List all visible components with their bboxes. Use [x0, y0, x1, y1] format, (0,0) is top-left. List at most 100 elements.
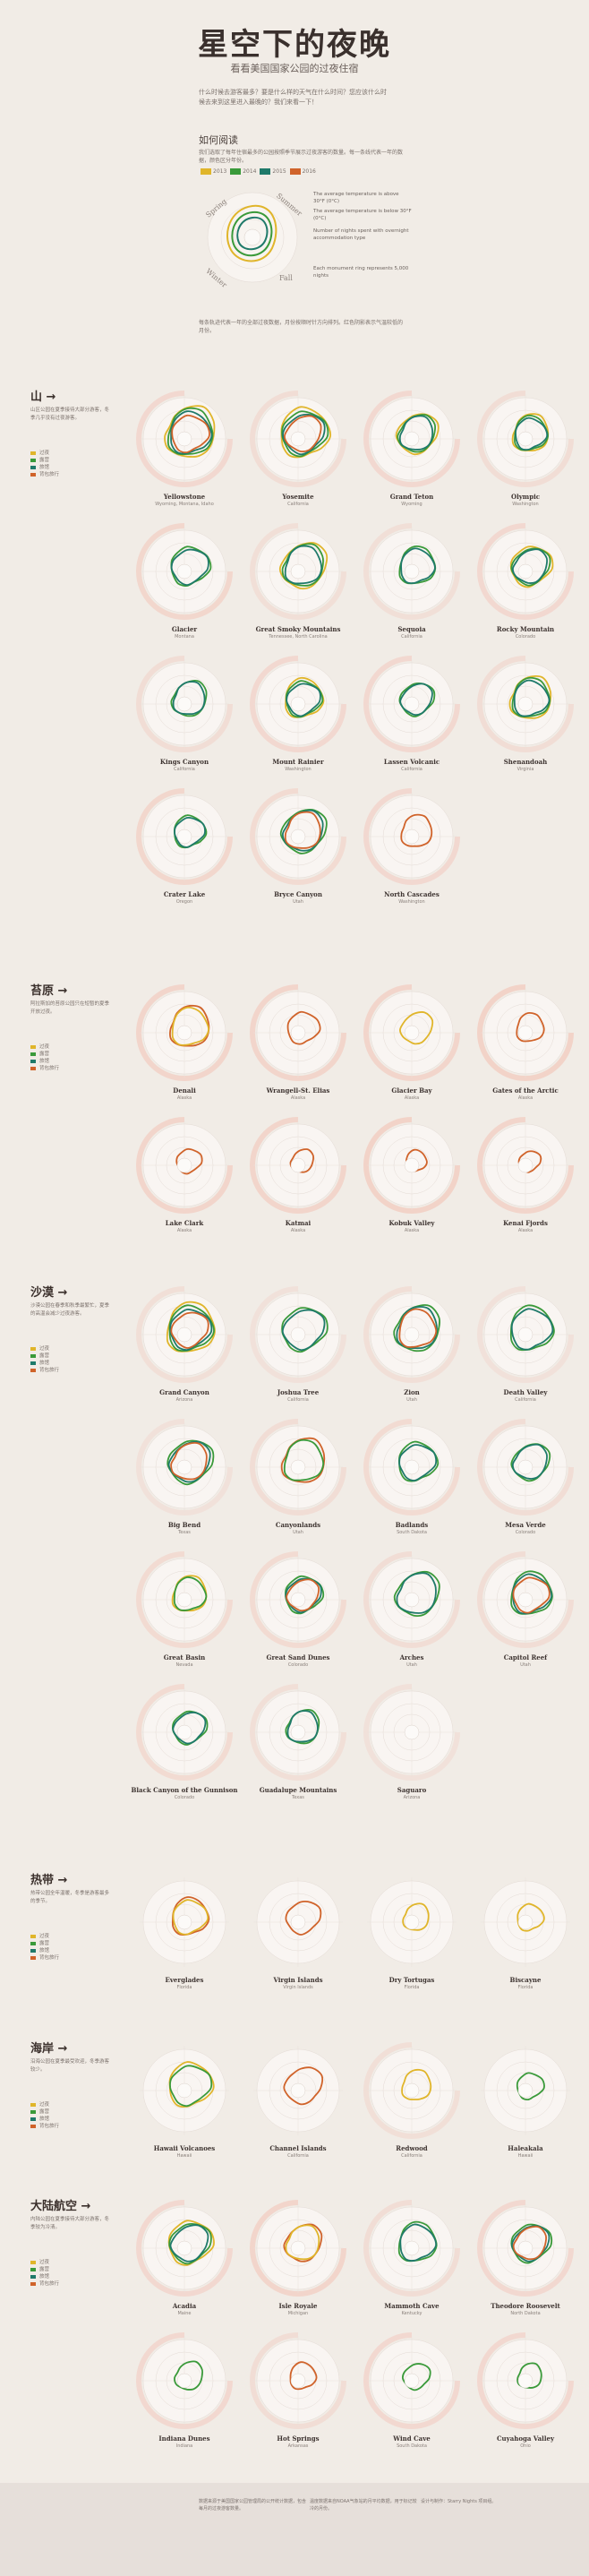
park-chart[interactable]: Canyonlands Utah — [241, 1415, 355, 1548]
park-chart[interactable]: Yellowstone Wyoming, Montana, Idaho — [127, 387, 242, 519]
park-radial-chart — [136, 788, 233, 885]
park-chart[interactable]: Mammoth Cave Kentucky — [354, 2196, 469, 2329]
park-chart[interactable]: Denali Alaska — [127, 981, 242, 1113]
park-chart[interactable]: Great Smoky Mountains Tennessee, North Ca… — [241, 519, 355, 652]
park-name: Haleakala — [508, 2144, 543, 2152]
park-name: Kobuk Valley — [388, 1219, 435, 1227]
park-chart[interactable]: Glacier Bay Alaska — [354, 981, 469, 1113]
park-name: Kings Canyon — [159, 758, 209, 766]
park-chart[interactable]: Zion Utah — [354, 1283, 469, 1415]
section-heading[interactable]: 海岸 → — [30, 2042, 68, 2056]
park-radial-chart — [477, 1286, 574, 1383]
park-chart[interactable]: Joshua Tree California — [241, 1283, 355, 1415]
legend-chip-2013 — [201, 168, 211, 175]
park-chart[interactable]: Glacier Montana — [127, 519, 242, 652]
park-chart[interactable]: Hawaii Volcanoes Hawaii — [127, 2039, 242, 2171]
park-chart[interactable]: Lassen Volcanic California — [354, 652, 469, 785]
park-chart[interactable]: Great Sand Dunes Colorado — [241, 1548, 355, 1680]
park-chart[interactable]: Kobuk Valley Alaska — [354, 1113, 469, 1246]
park-chart[interactable]: Black Canyon of the Gunnison Colorado — [127, 1680, 242, 1813]
park-chart[interactable]: Kenai Fjords Alaska — [468, 1113, 583, 1246]
park-chart[interactable]: Bryce Canyon Utah — [241, 785, 355, 917]
park-chart[interactable]: Big Bend Texas — [127, 1415, 242, 1548]
park-chart[interactable]: Redwood California — [354, 2039, 469, 2171]
park-chart[interactable]: Haleakala Hawaii — [468, 2039, 583, 2171]
season-fall: Fall — [279, 274, 293, 282]
park-chart[interactable]: Grand Canyon Arizona — [127, 1283, 242, 1415]
park-chart[interactable]: Wind Cave South Dakota — [354, 2329, 469, 2461]
park-chart[interactable]: Great Basin Nevada — [127, 1548, 242, 1680]
park-chart[interactable]: Arches Utah — [354, 1548, 469, 1680]
section-description: 内陆公园在夏季接待大部分游客，冬季较为冷清。 — [30, 2217, 110, 2230]
section-heading[interactable]: 沙漠 → — [30, 1286, 68, 1300]
series-line-2013 — [401, 2068, 432, 2100]
park-state: Alaska — [517, 1228, 534, 1233]
annotation-warm: The average temperature is above 30°F (0… — [313, 192, 399, 204]
section-heading[interactable]: 大陆航空 → — [30, 2200, 91, 2213]
park-chart[interactable]: Channel Islands California — [241, 2039, 355, 2171]
park-radial-chart — [140, 2046, 229, 2135]
park-radial-chart — [363, 523, 460, 620]
park-name: Capitol Reef — [503, 1653, 548, 1662]
park-chart[interactable]: Cuyahoga Valley Ohio — [468, 2329, 583, 2461]
park-chart[interactable]: Rocky Mountain Colorado — [468, 519, 583, 652]
annotation-cold: The average temperature is below 30°F (0… — [313, 209, 412, 221]
park-chart[interactable]: Indiana Dunes Indiana — [127, 2329, 242, 2461]
park-chart[interactable]: Olympic Washington — [468, 387, 583, 519]
chart-hub — [517, 2373, 534, 2389]
chart-hub — [517, 1459, 534, 1475]
park-state: California — [515, 1397, 536, 1403]
park-state: California — [401, 2153, 423, 2159]
park-name: Mammoth Cave — [384, 2302, 440, 2310]
park-radial-chart — [136, 1419, 233, 1516]
park-chart[interactable]: Grand Teton Wyoming — [354, 387, 469, 519]
park-radial-chart — [136, 1286, 233, 1383]
park-chart[interactable]: Death Valley California — [468, 1283, 583, 1415]
park-chart[interactable]: Guadalupe Mountains Texas — [241, 1680, 355, 1813]
series-line-2015 — [513, 679, 551, 717]
park-chart[interactable]: Biscayne Florida — [468, 1870, 583, 2003]
legend-label: 背包旅行 — [39, 2124, 60, 2129]
series-line-2014 — [173, 1576, 208, 1611]
chart-hub — [290, 1914, 306, 1930]
park-chart[interactable]: Isle Royale Michigan — [241, 2196, 355, 2329]
series-line-2014 — [166, 1439, 215, 1486]
park-chart[interactable]: Gates of the Arctic Alaska — [468, 981, 583, 1113]
park-chart[interactable]: Mount Rainier Washington — [241, 652, 355, 785]
park-name: Lassen Volcanic — [383, 758, 440, 766]
park-chart[interactable]: Badlands South Dakota — [354, 1415, 469, 1548]
park-name: Black Canyon of the Gunnison — [131, 1786, 238, 1794]
section-heading[interactable]: 热带 → — [30, 1874, 68, 1887]
park-chart[interactable]: Crater Lake Oregon — [127, 785, 242, 917]
series-line-2014 — [170, 680, 208, 717]
park-chart[interactable]: Saguaro Arizona — [354, 1680, 469, 1813]
park-chart[interactable]: Wrangell-St. Elias Alaska — [241, 981, 355, 1113]
park-chart[interactable]: Virgin Islands Virgin Islands — [241, 1870, 355, 2003]
annotation-nights: Number of nights spent with overnight ac… — [313, 228, 409, 241]
series-line-2015 — [510, 1308, 554, 1351]
park-chart[interactable]: Everglades Florida — [127, 1870, 242, 2003]
park-chart[interactable]: Kings Canyon California — [127, 652, 242, 785]
legend-item: 露营 — [30, 2108, 102, 2116]
park-chart[interactable]: Theodore Roosevelt North Dakota — [468, 2196, 583, 2329]
park-state: Colorado — [515, 634, 536, 640]
park-chart[interactable]: Sequoia California — [354, 519, 469, 652]
park-chart[interactable]: Mesa Verde Colorado — [468, 1415, 583, 1548]
park-state: North Dakota — [510, 2311, 541, 2316]
park-chart[interactable]: Capitol Reef Utah — [468, 1548, 583, 1680]
park-chart[interactable]: Acadia Maine — [127, 2196, 242, 2329]
park-state: Alaska — [404, 1095, 420, 1101]
park-chart[interactable]: Shenandoah Virginia — [468, 652, 583, 785]
park-chart[interactable]: Hot Springs Arkansas — [241, 2329, 355, 2461]
legend-swatch — [30, 2267, 36, 2271]
park-name: Lake Clark — [165, 1219, 204, 1227]
park-chart[interactable]: Katmai Alaska — [241, 1113, 355, 1246]
park-radial-chart — [253, 1877, 343, 1967]
park-chart[interactable]: North Cascades Washington — [354, 785, 469, 917]
park-chart[interactable]: Lake Clark Alaska — [127, 1113, 242, 1246]
section-heading[interactable]: 山 → — [30, 391, 56, 404]
section-heading[interactable]: 苔原 → — [30, 984, 68, 998]
park-state: Indiana — [175, 2443, 193, 2449]
park-chart[interactable]: Yosemite California — [241, 387, 355, 519]
park-chart[interactable]: Dry Tortugas Florida — [354, 1870, 469, 2003]
